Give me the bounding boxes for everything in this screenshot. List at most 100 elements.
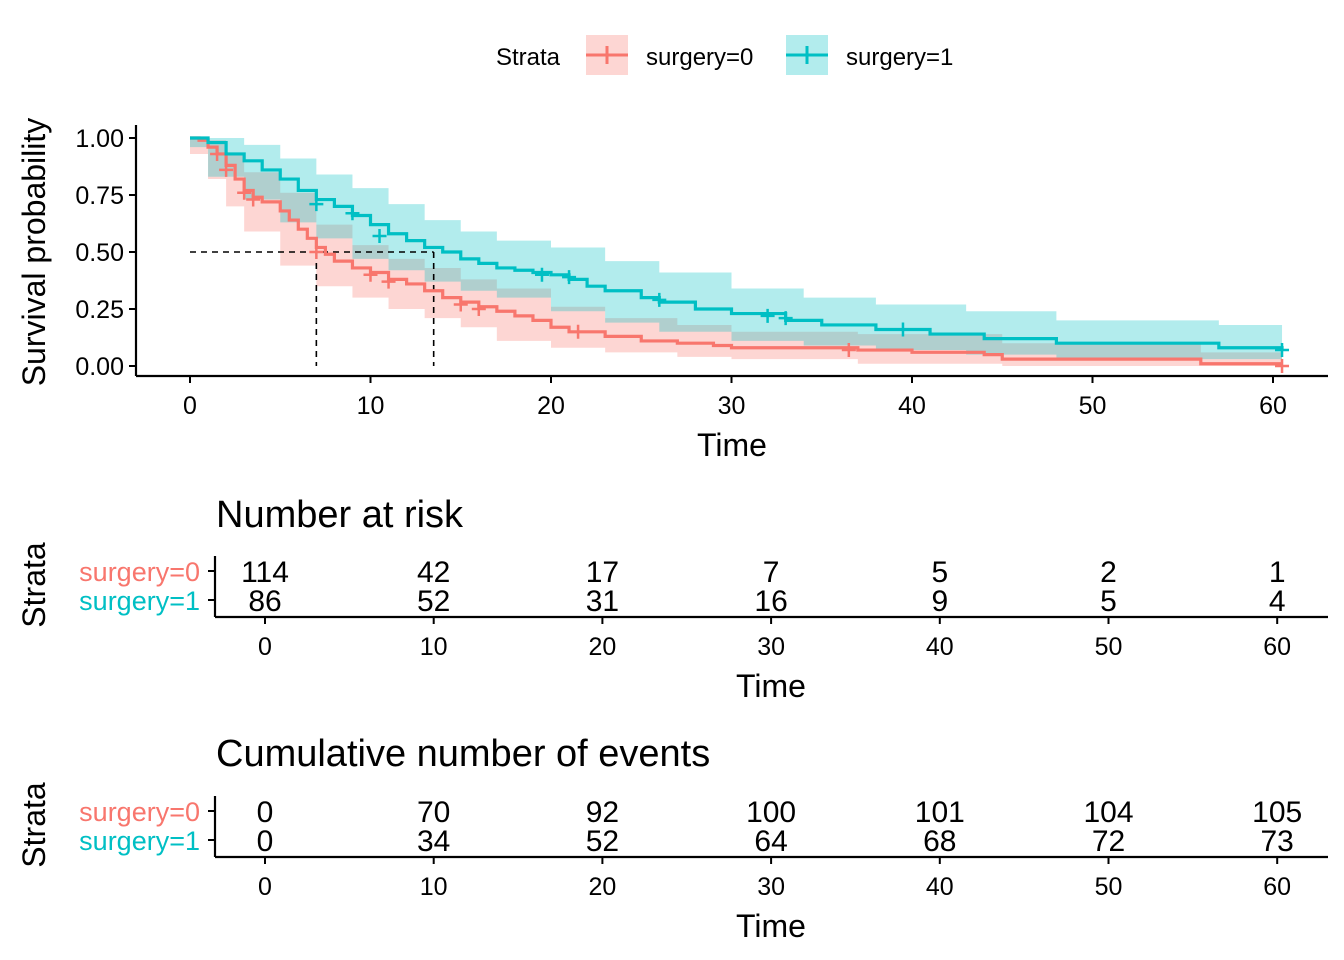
events-table-x-tick-label: 50 bbox=[1095, 873, 1123, 901]
risk-table-cell-surgery0: 114 bbox=[241, 556, 289, 589]
survival-curves bbox=[190, 136, 1284, 366]
y-tick-label: 0.00 bbox=[75, 353, 124, 381]
events-table-cells: surgery=0 0 70 92 100 101 104 105 surgery=1 0 34 52… bbox=[79, 796, 1302, 858]
risk-table-cell-surgery1: 31 bbox=[586, 585, 619, 618]
risk-table-cell-surgery1: 4 bbox=[1269, 585, 1286, 618]
events-table-x-tick-label: 30 bbox=[757, 873, 785, 901]
y-ticks: 0.00 0.25 0.50 0.75 1.00 bbox=[75, 125, 136, 381]
censor-mark-surgery0-4 bbox=[309, 245, 324, 259]
risk-table-cell-surgery0: 2 bbox=[1100, 556, 1117, 589]
events-table-cell-surgery0: 104 bbox=[1083, 796, 1133, 829]
censor-mark-surgery1-7 bbox=[778, 311, 793, 326]
risk-table-x-tick-label: 50 bbox=[1095, 633, 1123, 661]
y-tick-label: 0.50 bbox=[75, 239, 124, 267]
events-table-cell-surgery1: 52 bbox=[586, 825, 619, 858]
events-table-cell-surgery0: 92 bbox=[586, 796, 619, 829]
events-table-x-tick-label: 10 bbox=[420, 873, 448, 901]
censor-mark-surgery1-5 bbox=[652, 292, 667, 307]
risk-table-cell-surgery0: 42 bbox=[417, 556, 450, 589]
censor-mark-surgery1-4 bbox=[562, 270, 577, 285]
censor-mark-surgery0-11 bbox=[1275, 359, 1290, 373]
risk-table-cell-surgery1: 9 bbox=[931, 585, 948, 618]
risk-table-cell-surgery1: 5 bbox=[1100, 585, 1117, 618]
events-table-cell-surgery0: 0 bbox=[257, 796, 274, 829]
events-table-cell-surgery1: 34 bbox=[417, 825, 450, 858]
events-table-cell-surgery1: 72 bbox=[1092, 825, 1125, 858]
censor-mark-surgery0-10 bbox=[841, 343, 856, 358]
events-table: Cumulative number of events Strata surge… bbox=[16, 733, 1328, 944]
risk-table-cell-surgery0: 1 bbox=[1269, 556, 1286, 589]
censor-mark-surgery0-2 bbox=[237, 185, 252, 200]
events-table-y-label: Strata bbox=[16, 782, 52, 868]
x-axis-label: Time bbox=[697, 427, 767, 463]
legend-title: Strata bbox=[496, 44, 561, 71]
legend-label-surgery0: surgery=0 bbox=[646, 44, 753, 71]
events-table-cell-surgery1: 64 bbox=[754, 825, 787, 858]
censor-marks bbox=[210, 146, 1290, 373]
risk-table-row-label-surgery0: surgery=0 bbox=[79, 557, 200, 587]
censor-mark-surgery0-3 bbox=[246, 192, 261, 207]
risk-table-cell-surgery1: 16 bbox=[754, 585, 787, 618]
risk-table-title: Number at risk bbox=[216, 494, 464, 536]
risk-table-x-tick-label: 60 bbox=[1263, 633, 1291, 661]
censor-mark-surgery1-1 bbox=[345, 206, 360, 221]
censor-mark-surgery1-2 bbox=[372, 229, 387, 244]
censor-mark-surgery0-0 bbox=[210, 146, 225, 161]
events-table-cell-surgery1: 73 bbox=[1261, 825, 1294, 858]
x-tick-label: 30 bbox=[718, 392, 746, 420]
censor-mark-surgery0-6 bbox=[381, 274, 396, 289]
risk-table-x-tick-label: 40 bbox=[926, 633, 954, 661]
risk-table-cell-surgery0: 5 bbox=[931, 556, 948, 589]
censor-mark-surgery0-1 bbox=[219, 162, 234, 177]
x-tick-label: 40 bbox=[898, 392, 926, 420]
confidence-bands bbox=[190, 138, 1283, 366]
events-table-title: Cumulative number of events bbox=[216, 733, 710, 775]
censor-mark-surgery1-8 bbox=[895, 322, 910, 337]
risk-table-cell-surgery1: 52 bbox=[417, 585, 450, 618]
risk-table-x-ticks: 0 10 20 30 40 50 60 bbox=[258, 617, 1291, 661]
risk-table: Number at risk Strata surgery=0 114 42 17 7 5… bbox=[16, 494, 1328, 704]
y-tick-label: 1.00 bbox=[75, 125, 124, 153]
risk-table-cell-surgery0: 7 bbox=[763, 556, 780, 589]
risk-table-x-tick-label: 30 bbox=[757, 633, 785, 661]
ci-band-surgery0 bbox=[190, 138, 1283, 366]
censor-mark-surgery0-7 bbox=[453, 297, 468, 312]
survival-plot: 0.000.250.500.751.00 0 10 20 30 40 50 60 Time … bbox=[16, 118, 1328, 463]
risk-table-x-tick-label: 10 bbox=[420, 633, 448, 661]
ci-band-surgery1 bbox=[190, 138, 1283, 360]
x-tick-label: 10 bbox=[357, 392, 385, 420]
risk-table-row-label-surgery1: surgery=1 bbox=[79, 586, 200, 616]
events-table-cell-surgery1: 0 bbox=[257, 825, 274, 858]
risk-table-y-label: Strata bbox=[16, 542, 52, 628]
survival-curve-surgery0 bbox=[190, 136, 1283, 366]
x-ticks: 0 10 20 30 40 50 60 bbox=[183, 376, 1287, 420]
risk-table-cell-surgery1: 86 bbox=[248, 585, 281, 618]
censor-mark-surgery0-8 bbox=[471, 302, 486, 316]
events-table-x-ticks: 0 10 20 30 40 50 60 bbox=[258, 857, 1291, 901]
x-tick-label: 0 bbox=[183, 392, 197, 420]
events-table-row-label-surgery0: surgery=0 bbox=[79, 797, 200, 827]
censor-mark-surgery1-9 bbox=[1275, 343, 1290, 358]
survival-curve-surgery1 bbox=[190, 136, 1284, 351]
risk-table-x-tick-label: 0 bbox=[258, 633, 272, 661]
events-table-cell-surgery0: 105 bbox=[1252, 796, 1302, 829]
y-tick-label: 0.75 bbox=[75, 182, 124, 210]
censor-mark-surgery1-6 bbox=[760, 308, 775, 323]
censor-mark-surgery1-3 bbox=[534, 267, 549, 282]
events-table-x-label: Time bbox=[736, 908, 806, 944]
y-tick-label: 0.25 bbox=[75, 296, 124, 324]
events-table-x-tick-label: 0 bbox=[258, 873, 272, 901]
legend: Strata surgery=0 surgery=1 bbox=[496, 35, 953, 75]
events-table-cell-surgery0: 100 bbox=[746, 796, 796, 829]
x-tick-label: 60 bbox=[1259, 392, 1287, 420]
events-table-x-tick-label: 60 bbox=[1263, 873, 1291, 901]
x-tick-label: 20 bbox=[537, 392, 565, 420]
risk-table-cell-surgery0: 17 bbox=[586, 556, 619, 589]
events-table-cell-surgery0: 101 bbox=[915, 796, 965, 829]
y-axis-label: Survival probability bbox=[16, 118, 52, 387]
censor-mark-surgery1-0 bbox=[309, 197, 324, 212]
events-table-cell-surgery1: 68 bbox=[923, 825, 956, 858]
legend-label-surgery1: surgery=1 bbox=[846, 44, 953, 71]
